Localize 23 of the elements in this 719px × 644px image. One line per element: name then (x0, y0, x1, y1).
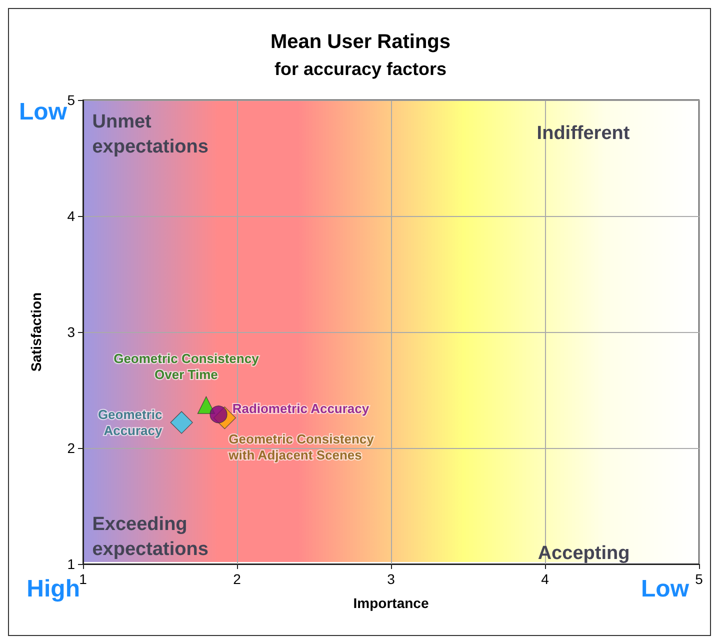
text: Low (641, 576, 690, 602)
text: Low (19, 98, 68, 126)
text: Geometric Consistency Over Time (114, 350, 260, 382)
annotation: Exceeding expectations (92, 514, 208, 560)
chart-title: Mean User Ratings (270, 31, 451, 53)
x-tick-label: 1 (79, 571, 88, 587)
text: High (26, 576, 80, 602)
y-tick-label: 1 (67, 556, 76, 572)
x-tick-label: 5 (695, 571, 704, 587)
y-tick-label: 5 (67, 92, 76, 108)
chart-subtitle: for accuracy factors (274, 59, 447, 79)
x-tick-label: 2 (233, 571, 242, 587)
x-axis-title: Importance (353, 595, 429, 611)
series-label: Geometric Accuracy (98, 406, 164, 438)
x-tick-label: 3 (387, 571, 396, 587)
y-tick-label: 2 (67, 440, 76, 456)
x-tick-label: 4 (541, 571, 550, 587)
annotation: Unmet expectations (92, 111, 208, 158)
y-tick-label: 4 (67, 208, 76, 224)
annotation: Indifferent (536, 122, 630, 144)
annotation: Accepting (538, 542, 630, 564)
y-tick-label: 3 (67, 324, 76, 340)
y-axis-title: Satisfaction (28, 292, 44, 372)
